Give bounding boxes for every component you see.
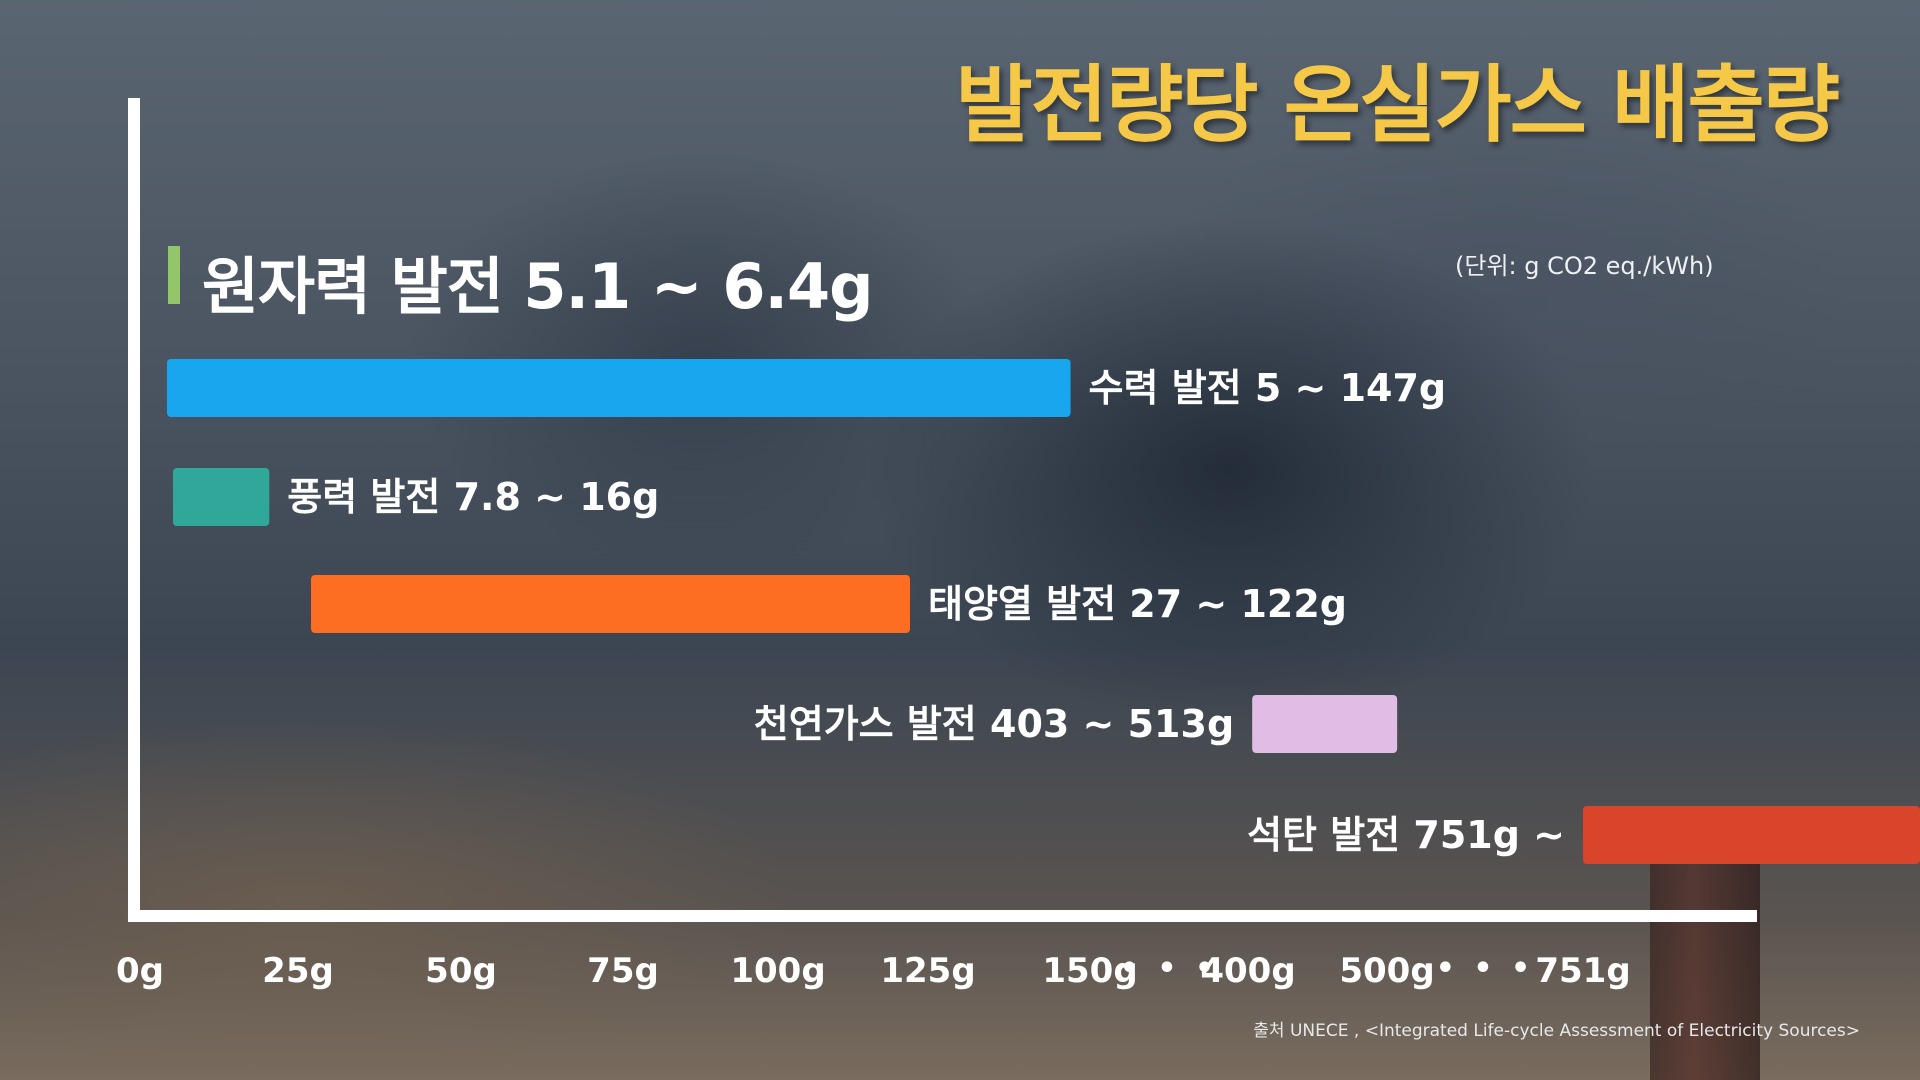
chart-ticks: 0g 25g 50g 75g 100g 125g 150g 400g 500g 751g• • •… — [116, 951, 1631, 991]
x-tick-2: 50g — [425, 951, 497, 991]
chart-title: 발전량당 온실가스 배출량 — [955, 56, 1840, 154]
bar-label-1: 풍력 발전 7.8 ~ 16g — [287, 475, 659, 519]
chart-axes — [128, 98, 1757, 922]
bar-label-0: 수력 발전 5 ~ 147g — [1089, 366, 1447, 410]
x-tick-4: 100g — [730, 951, 825, 991]
axis-break-0: • • • — [1120, 951, 1218, 986]
x-tick-7: 400g — [1200, 951, 1295, 991]
bar-label-3: 천연가스 발전 403 ~ 513g — [754, 702, 1234, 746]
nuclear-marker — [168, 246, 180, 304]
axis-break-1: • • • — [1436, 951, 1534, 986]
bar-4 — [1583, 806, 1920, 864]
unit-label: (단위: g CO2 eq./kWh) — [1455, 252, 1714, 280]
bar-1 — [173, 468, 270, 526]
smokestack-background — [1650, 840, 1760, 1080]
source-note: 출처 UNECE , <Integrated Life-cycle Assess… — [1253, 1021, 1860, 1041]
x-tick-5: 125g — [880, 951, 975, 991]
x-tick-0: 0g — [116, 951, 164, 991]
bar-label-4: 석탄 발전 751g ~ — [1247, 813, 1565, 857]
x-tick-8: 500g — [1339, 951, 1434, 991]
bar-0 — [167, 359, 1071, 417]
nuclear-label: 원자력 발전 5.1 ~ 6.4g — [202, 250, 874, 323]
x-tick-9: 751g — [1535, 951, 1630, 991]
bar-label-2: 태양열 발전 27 ~ 122g — [928, 582, 1347, 626]
x-tick-6: 150g — [1042, 951, 1137, 991]
bar-2 — [311, 575, 910, 633]
x-tick-3: 75g — [587, 951, 659, 991]
x-tick-1: 25g — [262, 951, 334, 991]
chart-bars: 수력 발전 5 ~ 147g 풍력 발전 7.8 ~ 16g 태양열 발전 27 ~… — [167, 359, 1920, 864]
bar-3 — [1252, 695, 1398, 753]
